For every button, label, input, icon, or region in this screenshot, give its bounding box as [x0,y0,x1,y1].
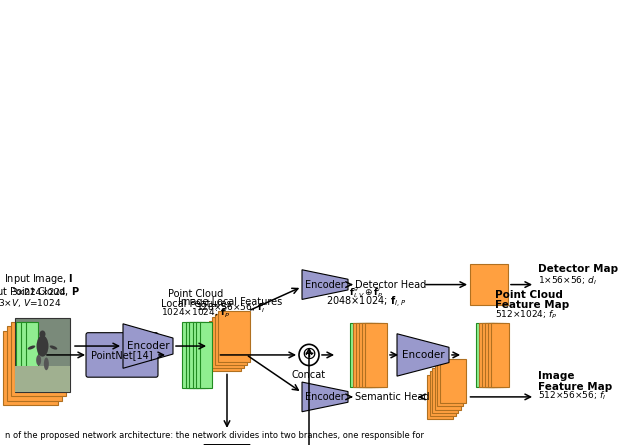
Bar [182,322,194,388]
Bar [16,322,28,388]
Text: n of the proposed network architecture: the network divides into two branches, o: n of the proposed network architecture: … [5,431,424,440]
Bar [427,375,453,419]
Bar [359,323,381,387]
Bar [479,323,497,387]
Bar [15,366,70,392]
Text: 3×224×224: 3×224×224 [12,287,66,297]
Text: 3×$V$, $V$=1024: 3×$V$, $V$=1024 [0,297,61,309]
Text: 1024×1024; $\mathbf{f}^l_P$: 1024×1024; $\mathbf{f}^l_P$ [161,305,230,320]
Bar [488,323,506,387]
Bar [212,317,244,368]
Bar [189,322,201,388]
Bar [440,359,465,403]
Text: Encoder: Encoder [127,341,170,351]
Text: $\oplus$: $\oplus$ [301,345,317,363]
Bar [21,322,33,388]
Bar [435,365,461,409]
Text: 128×56×56; $\mathbf{f}^l_I$: 128×56×56; $\mathbf{f}^l_I$ [196,300,264,316]
Ellipse shape [50,345,58,350]
Bar [365,323,387,387]
Ellipse shape [36,336,49,356]
Text: Concat: Concat [292,370,326,380]
Bar [476,323,494,387]
Bar [470,264,508,305]
Polygon shape [123,324,173,368]
Text: 512×1024; $f_P$: 512×1024; $f_P$ [495,308,557,321]
Text: 512×56×56; $f_I$: 512×56×56; $f_I$ [538,390,606,402]
Bar [429,372,456,416]
Circle shape [299,344,319,365]
Bar [215,314,247,365]
Bar [3,331,58,405]
Text: Detector Map: Detector Map [538,264,618,274]
Bar [491,323,509,387]
Text: Encoder: Encoder [305,392,345,402]
Text: Feature Map: Feature Map [495,300,569,311]
Text: Point Cloud: Point Cloud [168,289,223,299]
Polygon shape [302,270,348,299]
Bar [15,318,70,392]
Text: Point Cloud: Point Cloud [495,290,563,300]
Ellipse shape [40,331,45,338]
Bar [485,323,503,387]
Text: Semantic Head: Semantic Head [355,392,429,402]
FancyBboxPatch shape [86,333,158,377]
Ellipse shape [36,355,41,365]
Text: Encoder: Encoder [402,350,444,360]
Ellipse shape [44,357,49,370]
Text: 1×56×56; $d_I$: 1×56×56; $d_I$ [538,274,597,287]
Text: Local Features: Local Features [161,299,231,309]
Bar [209,320,241,372]
Bar [353,323,375,387]
Bar [218,311,250,362]
Text: Image Local Features: Image Local Features [178,297,282,307]
Bar [26,322,38,388]
Text: PointNet[14]: PointNet[14] [91,350,153,360]
Text: Encoder: Encoder [305,279,345,290]
Bar [200,322,211,388]
Bar [186,322,198,388]
Bar [362,323,384,387]
Bar [196,322,208,388]
Text: $\mathbf{f}^g_{I,V} \oplus \mathbf{f}^l_P$: $\mathbf{f}^g_{I,V} \oplus \mathbf{f}^l_… [349,285,383,300]
Bar [193,322,205,388]
Bar [482,323,500,387]
Bar [11,322,66,396]
Text: Input Point Cloud, $\mathbf{P}$: Input Point Cloud, $\mathbf{P}$ [0,285,79,299]
Bar [7,326,62,400]
Text: Feature Map: Feature Map [538,382,612,392]
Ellipse shape [28,345,35,350]
Bar [437,362,463,406]
Text: Detector Head: Detector Head [355,279,426,290]
Text: Input Image, $\mathbf{I}$: Input Image, $\mathbf{I}$ [4,272,73,286]
Bar [356,323,378,387]
Polygon shape [397,334,449,376]
Bar [350,323,372,387]
Bar [432,368,458,413]
Text: Image: Image [538,371,575,381]
Polygon shape [302,382,348,412]
Text: 2048×1024; $\mathbf{f}_{I,P}$: 2048×1024; $\mathbf{f}_{I,P}$ [326,295,406,311]
